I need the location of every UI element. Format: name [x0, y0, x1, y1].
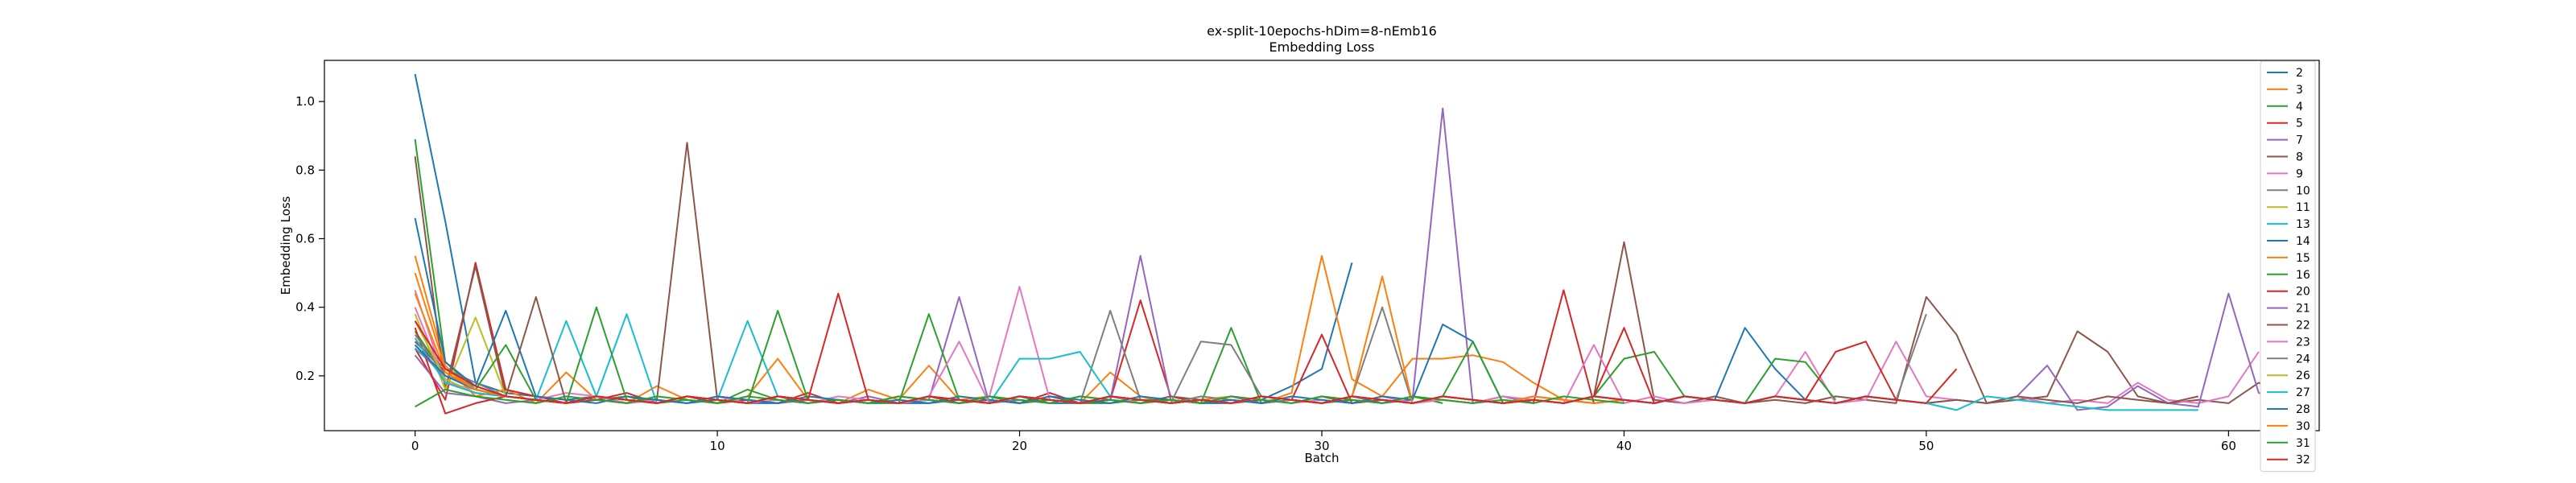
series-line-4 — [414, 138, 1443, 404]
legend-label: 2 — [2296, 67, 2303, 80]
y-tick-label: 0.6 — [295, 231, 315, 246]
series-layer — [414, 73, 2289, 415]
plot-area — [324, 60, 2320, 431]
series-line-22 — [414, 295, 2199, 404]
x-axis-label: Batch — [1304, 451, 1339, 465]
legend-label: 14 — [2296, 235, 2310, 248]
series-line-15 — [414, 272, 1624, 404]
legend-label: 23 — [2296, 336, 2310, 349]
legend-label: 22 — [2296, 320, 2310, 332]
series-line-2 — [414, 73, 1353, 404]
legend-label: 16 — [2296, 269, 2310, 282]
y-tick-label: 0.4 — [295, 300, 315, 315]
chart-title: ex-split-10epochs-hDim=8-nEmb16 — [1207, 23, 1437, 39]
x-tick-label: 0 — [411, 439, 419, 453]
series-line-14 — [414, 217, 1927, 404]
x-tick-label: 20 — [1012, 439, 1027, 453]
legend-label: 28 — [2296, 403, 2310, 416]
legend-label: 7 — [2296, 134, 2303, 147]
x-tick-label: 30 — [1314, 439, 1329, 453]
series-line-11 — [414, 313, 1383, 404]
x-tick-label: 10 — [710, 439, 725, 453]
legend-label: 31 — [2296, 437, 2310, 450]
legend-label: 4 — [2296, 101, 2303, 114]
legend-label: 30 — [2296, 420, 2310, 433]
series-line-7 — [414, 107, 1534, 404]
series-line-21 — [414, 292, 2289, 411]
chart-subtitle: Embedding Loss — [1269, 39, 1375, 55]
axes: 0 10 20 30 40 50 60 0.2 0.4 0.6 0.8 1.0 — [295, 94, 2236, 453]
series-line-31 — [415, 388, 1624, 408]
legend-label: 10 — [2296, 184, 2310, 197]
x-tick-label: 60 — [2221, 439, 2236, 453]
legend-label: 3 — [2296, 84, 2303, 97]
series-line-3 — [414, 254, 1624, 404]
series-line-5 — [414, 262, 1624, 404]
legend-label: 21 — [2296, 303, 2310, 316]
y-tick-label: 0.2 — [295, 369, 315, 383]
legend-label: 26 — [2296, 369, 2310, 382]
legend-label: 24 — [2296, 353, 2310, 365]
legend-label: 15 — [2296, 252, 2310, 265]
series-line-9 — [414, 286, 2260, 404]
legend: 2345789101113141516202122232426272830313… — [2260, 60, 2316, 473]
legend-label: 8 — [2296, 151, 2303, 164]
legend-label: 32 — [2296, 454, 2310, 467]
y-tick-label: 1.0 — [295, 94, 315, 109]
legend-label: 5 — [2296, 118, 2303, 130]
series-line-8 — [414, 142, 2289, 404]
legend-box — [2260, 60, 2316, 473]
y-tick-label: 0.8 — [295, 163, 315, 177]
x-tick-label: 50 — [1918, 439, 1934, 453]
series-line-23 — [414, 307, 1624, 404]
series-line-32 — [414, 320, 1958, 404]
legend-label: 20 — [2296, 286, 2310, 299]
legend-label: 13 — [2296, 218, 2310, 231]
legend-label: 27 — [2296, 386, 2310, 399]
series-line-10 — [414, 306, 1927, 404]
legend-label: 9 — [2296, 167, 2303, 180]
x-tick-label: 40 — [1616, 439, 1632, 453]
y-axis-label: Embedding Loss — [279, 196, 293, 295]
legend-label: 11 — [2296, 201, 2310, 214]
